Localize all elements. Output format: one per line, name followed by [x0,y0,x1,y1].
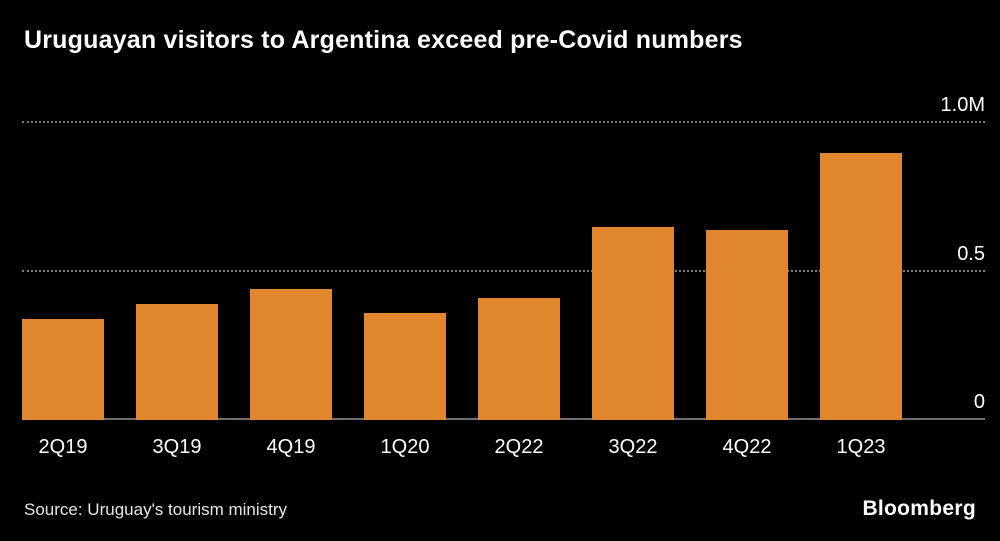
source-note: Source: Uruguay's tourism ministry [24,500,288,519]
x-axis-label: 2Q19 [38,436,88,458]
chart-title: Uruguayan visitors to Argentina exceed p… [24,26,743,54]
x-axis-label: 2Q22 [494,436,544,458]
gridline-0 [22,418,985,420]
bar-2Q22 [478,298,560,420]
gridline-1.0M [22,121,985,123]
footer: Source: Uruguay's tourism ministry Bloom… [24,497,976,521]
bar-series [22,0,902,420]
y-axis-label: 0 [973,391,985,413]
bar-1Q23 [820,152,902,420]
x-axis-label: 1Q20 [380,436,430,458]
bar-2Q19 [22,319,104,420]
bar-4Q22 [706,229,788,420]
y-axis-label: 1.0M [940,94,985,116]
plot-area: 1.0M 0.5 0 [22,95,985,420]
x-axis-label: 3Q19 [152,436,202,458]
bar-1Q20 [364,313,446,420]
bloomberg-logo: Bloomberg [862,497,976,520]
bar-4Q19 [250,289,332,420]
gridline-0.5 [22,269,985,272]
bar-3Q19 [136,304,218,420]
y-axis-label: 0.5 [957,242,985,265]
x-axis-label: 4Q19 [266,436,316,458]
x-axis-label: 4Q22 [722,436,772,458]
x-axis-label: 1Q23 [836,436,886,458]
x-axis-labels: 2Q19 3Q19 4Q19 1Q20 2Q22 3Q22 4Q22 1Q23 [22,436,902,459]
x-axis-label: 3Q22 [608,436,658,458]
bar-3Q22 [592,226,674,420]
